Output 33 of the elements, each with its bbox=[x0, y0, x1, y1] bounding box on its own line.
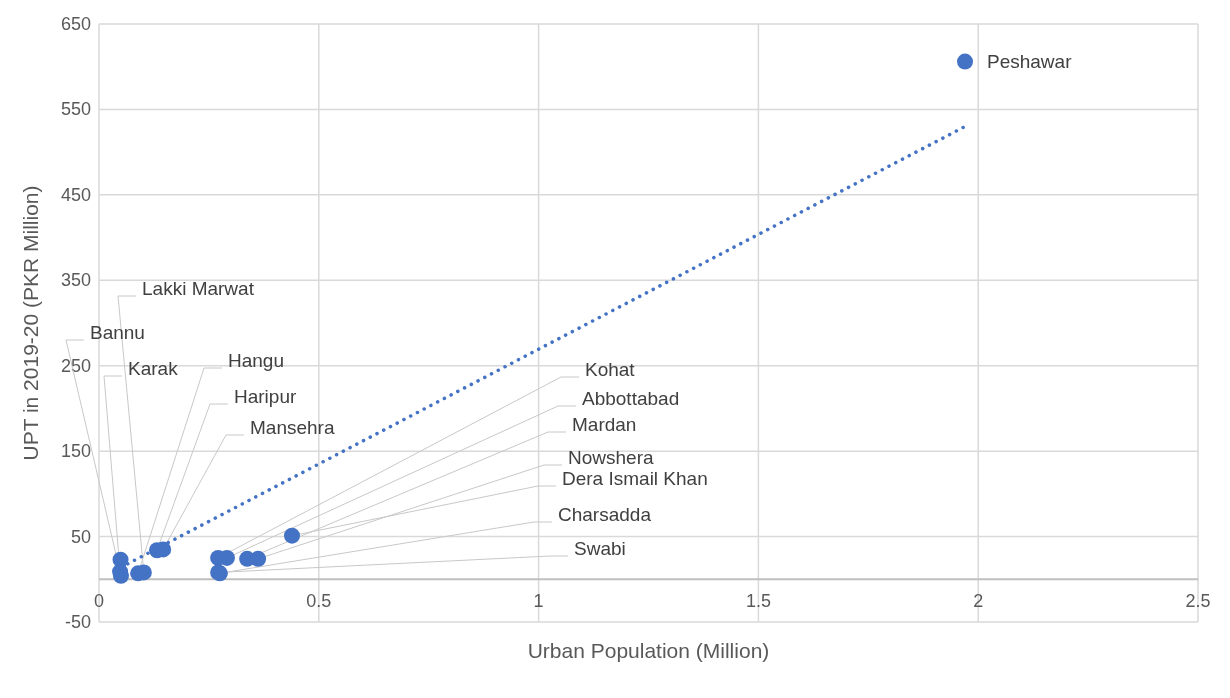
x-tick-label: 2 bbox=[973, 591, 984, 612]
annotation: Dera Ismail Khan bbox=[562, 467, 708, 489]
x-tick-label: 1 bbox=[533, 591, 544, 612]
annotation: Nowshera bbox=[568, 446, 654, 468]
point bbox=[957, 53, 974, 70]
x-tick-label: 0 bbox=[93, 591, 105, 612]
x-tick-label: 0.5 bbox=[306, 591, 332, 612]
y-tick-label: 50 bbox=[70, 526, 91, 547]
annotation: Karak bbox=[128, 357, 179, 379]
point bbox=[250, 550, 267, 567]
x-tick-label: 1.5 bbox=[745, 591, 771, 612]
y-tick-label: 350 bbox=[60, 270, 91, 291]
y-tick-label: 150 bbox=[60, 441, 91, 462]
point bbox=[283, 527, 300, 544]
annotation: Hangu bbox=[228, 349, 284, 371]
x-tick-label: 2.5 bbox=[1185, 591, 1211, 612]
x-axis-title: Urban Population (Million) bbox=[527, 639, 770, 662]
annotation: Abbottabad bbox=[582, 387, 680, 409]
y-tick-label: -50 bbox=[64, 612, 91, 632]
y-axis-title: UPT in 2019-20 (PKR Million) bbox=[19, 185, 42, 461]
annotation: Haripur bbox=[234, 385, 297, 407]
annotation: Peshawar bbox=[987, 51, 1073, 73]
annotation: Charsadda bbox=[558, 503, 652, 525]
annotation: Mansehra bbox=[250, 416, 335, 438]
y-tick-label: 550 bbox=[60, 99, 91, 120]
annotation: Lakki Marwat bbox=[142, 277, 255, 299]
y-tick-label: 250 bbox=[60, 355, 91, 376]
annotation: Bannu bbox=[90, 321, 145, 343]
y-tick-label: 450 bbox=[60, 184, 91, 205]
annotation: Kohat bbox=[585, 358, 636, 380]
annotation: Mardan bbox=[572, 413, 637, 435]
annotation: Swabi bbox=[574, 537, 626, 559]
y-tick-label: 650 bbox=[60, 14, 91, 34]
